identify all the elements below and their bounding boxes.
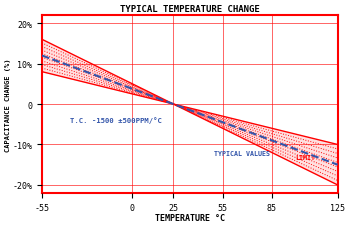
X-axis label: TEMPERATURE °C: TEMPERATURE °C [155, 213, 225, 222]
Text: LIMIT: LIMIT [295, 154, 315, 160]
Text: TYPICAL VALUES: TYPICAL VALUES [215, 150, 271, 156]
Text: T.C. -1500 ±500PPM/°C: T.C. -1500 ±500PPM/°C [70, 117, 162, 124]
Title: TYPICAL TEMPERATURE CHANGE: TYPICAL TEMPERATURE CHANGE [120, 5, 260, 14]
Y-axis label: CAPACITANCE CHANGE (%): CAPACITANCE CHANGE (%) [5, 58, 11, 151]
